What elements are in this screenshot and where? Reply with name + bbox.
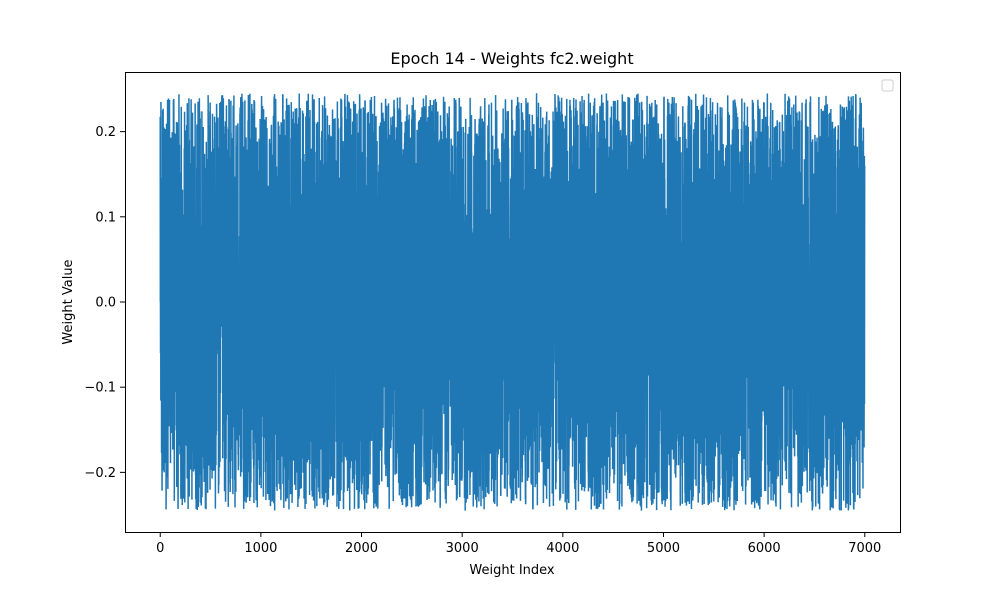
- series-line-0: [159, 93, 866, 511]
- plot-area: [125, 72, 901, 533]
- x-tick-label: 6000: [748, 541, 781, 556]
- axes-frame: [125, 72, 901, 533]
- x-axis-label: Weight Index: [469, 563, 555, 578]
- x-tick-label: 2000: [345, 541, 378, 556]
- y-axis: −0.2 −0.1 0.0 0.1 0.2: [84, 125, 125, 481]
- y-tick-label: −0.1: [84, 381, 116, 396]
- legend-box: [881, 79, 894, 92]
- x-tick-label: 4000: [546, 541, 579, 556]
- x-tick-label: 1000: [244, 541, 277, 556]
- chart-title: Epoch 14 - Weights fc2.weight: [390, 49, 633, 68]
- x-tick-label: 0: [156, 541, 164, 556]
- y-tick-label: 0.0: [95, 296, 116, 311]
- x-tick-label: 5000: [647, 541, 680, 556]
- y-tick-label: 0.2: [95, 125, 116, 140]
- y-axis-label: Weight Value: [61, 259, 76, 344]
- x-tick-label: 3000: [446, 541, 479, 556]
- y-tick-label: −0.2: [84, 466, 116, 481]
- series-layer: [159, 93, 866, 511]
- y-tick-label: 0.1: [95, 210, 116, 225]
- x-axis: 0 1000 2000 3000 4000 5000 6000 7000: [156, 532, 881, 556]
- x-tick-label: 7000: [848, 541, 881, 556]
